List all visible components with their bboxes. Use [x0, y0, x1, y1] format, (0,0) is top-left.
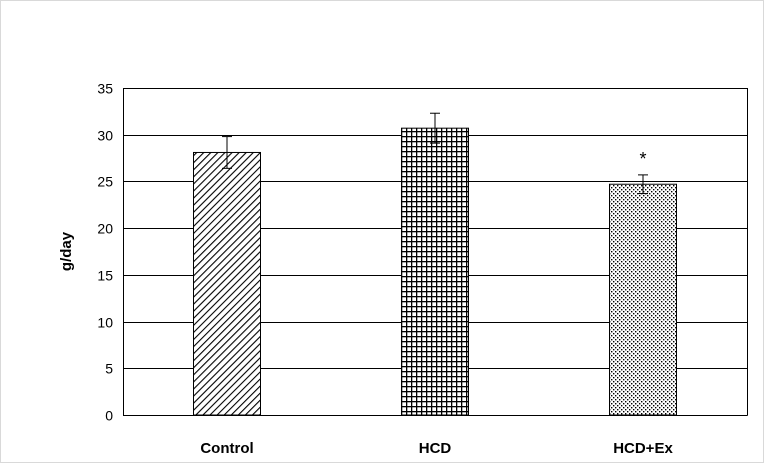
y-tick-label: 5 [105, 361, 113, 377]
y-tick-label: 25 [97, 174, 113, 190]
y-tick-label: 20 [97, 221, 113, 237]
y-tick-label: 0 [105, 408, 113, 424]
bars [193, 112, 677, 416]
significance-marker: * [639, 149, 646, 169]
y-tick-label: 35 [97, 81, 113, 97]
labels: 0 5 10 15 20 25 30 35 Control HCD * HCD+Ex g/day [58, 81, 673, 458]
x-category-label: HCD [419, 440, 452, 457]
bar-hcd-ex [609, 183, 677, 416]
axes [123, 88, 748, 416]
y-tick-label: 10 [97, 315, 113, 331]
x-category-label: Control [200, 440, 253, 457]
y-tick-label: 15 [97, 268, 113, 284]
y-axis-title: g/day [58, 231, 75, 271]
x-category-label: HCD+Ex [613, 440, 673, 457]
y-tick-label: 30 [97, 128, 113, 144]
bar-control [193, 151, 261, 416]
bar-hcd [401, 127, 469, 416]
